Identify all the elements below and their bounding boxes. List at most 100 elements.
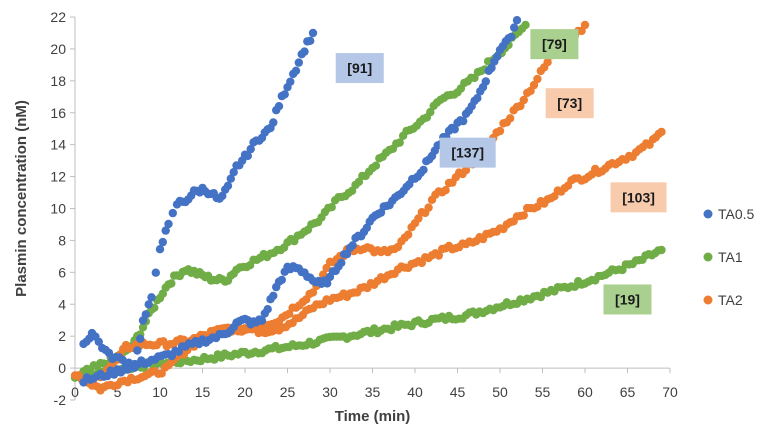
point-ta05 bbox=[257, 316, 267, 325]
annotation-label: [19] bbox=[615, 291, 640, 307]
point-ta05 bbox=[246, 144, 255, 154]
x-tick-label: 55 bbox=[535, 384, 551, 400]
x-tick-label: 25 bbox=[280, 384, 296, 400]
annotation-box bbox=[545, 88, 594, 119]
point-ta05 bbox=[133, 346, 142, 355]
point-ta1 bbox=[521, 20, 530, 30]
x-tick-label: 10 bbox=[152, 384, 168, 400]
legend-marker bbox=[703, 295, 713, 305]
point-ta05 bbox=[223, 181, 233, 190]
point-ta05 bbox=[308, 28, 318, 38]
point-ta05 bbox=[274, 102, 284, 111]
x-tick-label: 5 bbox=[114, 384, 122, 400]
point-ta05 bbox=[158, 237, 167, 247]
x-tick-label: 60 bbox=[577, 384, 593, 400]
annotation-box bbox=[530, 29, 579, 60]
point-ta1 bbox=[395, 138, 404, 147]
point-ta2 bbox=[657, 127, 666, 137]
x-tick-label: 20 bbox=[237, 384, 253, 400]
point-ta05 bbox=[507, 32, 516, 41]
point-ta05 bbox=[229, 168, 238, 177]
point-ta05 bbox=[487, 63, 496, 73]
point-ta05 bbox=[280, 90, 289, 99]
x-tick-label: 15 bbox=[195, 384, 211, 400]
x-tick-label: 50 bbox=[492, 384, 508, 400]
y-tick-label: 10 bbox=[50, 201, 66, 217]
legend-label: TA2 bbox=[718, 292, 743, 308]
point-ta05 bbox=[348, 241, 357, 250]
point-ta05 bbox=[136, 334, 145, 343]
point-ta05 bbox=[147, 293, 156, 302]
point-ta2 bbox=[404, 230, 413, 239]
point-ta05 bbox=[269, 118, 278, 127]
point-ta05 bbox=[300, 47, 309, 56]
point-ta2 bbox=[506, 114, 515, 123]
point-ta05 bbox=[510, 23, 519, 32]
x-tick-label: 0 bbox=[71, 384, 79, 400]
annotation-box bbox=[335, 53, 384, 84]
point-ta1 bbox=[657, 245, 666, 255]
point-ta2 bbox=[434, 251, 443, 260]
point-ta2 bbox=[519, 95, 528, 105]
point-ta2 bbox=[414, 214, 423, 223]
y-tick-label: 16 bbox=[50, 105, 66, 121]
point-ta2 bbox=[285, 309, 294, 318]
point-ta05 bbox=[291, 66, 301, 76]
point-ta05 bbox=[481, 77, 490, 86]
point-ta05 bbox=[450, 125, 459, 134]
annotation-label: [79] bbox=[542, 36, 567, 52]
point-ta05 bbox=[473, 94, 482, 103]
legend: TA0.5 TA1 TA2 bbox=[703, 206, 755, 308]
point-ta1 bbox=[371, 161, 381, 170]
y-tick-label: 2 bbox=[58, 328, 66, 344]
point-ta2 bbox=[580, 20, 590, 30]
point-ta1 bbox=[167, 279, 176, 288]
annotation-label: [73] bbox=[557, 95, 582, 111]
point-ta2 bbox=[529, 80, 539, 90]
y-tick-label: 18 bbox=[50, 73, 66, 89]
point-ta2 bbox=[322, 263, 331, 273]
point-ta05 bbox=[218, 191, 227, 201]
point-ta05 bbox=[294, 58, 303, 67]
annotation-box bbox=[603, 284, 652, 315]
point-ta05 bbox=[243, 151, 252, 161]
y-tick-label: 6 bbox=[58, 264, 66, 280]
y-tick-label: 22 bbox=[50, 9, 66, 25]
point-ta2 bbox=[533, 74, 542, 84]
x-tick-label: 45 bbox=[450, 384, 466, 400]
data-points bbox=[70, 16, 666, 395]
point-ta05 bbox=[141, 310, 150, 319]
legend-marker bbox=[703, 209, 713, 219]
point-ta05 bbox=[269, 291, 278, 300]
y-tick-label: -2 bbox=[54, 392, 67, 408]
y-tick-label: 0 bbox=[58, 360, 66, 376]
legend-label: TA1 bbox=[718, 249, 743, 265]
point-ta05 bbox=[419, 165, 428, 175]
y-tick-label: 8 bbox=[58, 232, 66, 248]
point-ta05 bbox=[168, 208, 177, 218]
point-ta05 bbox=[323, 279, 332, 288]
x-tick-label: 70 bbox=[662, 384, 678, 400]
x-tick-label: 65 bbox=[620, 384, 636, 400]
point-ta05 bbox=[263, 305, 272, 314]
point-ta05 bbox=[459, 116, 468, 126]
point-ta05 bbox=[286, 77, 295, 86]
point-ta05 bbox=[151, 268, 160, 277]
annotation-label: [103] bbox=[622, 189, 655, 205]
x-tick-label: 30 bbox=[322, 384, 338, 400]
point-ta1 bbox=[327, 203, 336, 212]
annotation-box bbox=[610, 182, 667, 213]
point-ta05 bbox=[512, 16, 522, 25]
point-ta05 bbox=[226, 174, 235, 183]
annotation-label: [137] bbox=[451, 145, 484, 161]
point-ta05 bbox=[493, 52, 502, 61]
point-ta05 bbox=[306, 36, 315, 45]
point-ta05 bbox=[144, 300, 153, 309]
point-ta2 bbox=[519, 211, 528, 220]
point-ta2 bbox=[461, 166, 471, 175]
y-axis-title: Plasmin concentration (nM) bbox=[13, 100, 30, 297]
y-tick-label: 20 bbox=[50, 41, 66, 57]
